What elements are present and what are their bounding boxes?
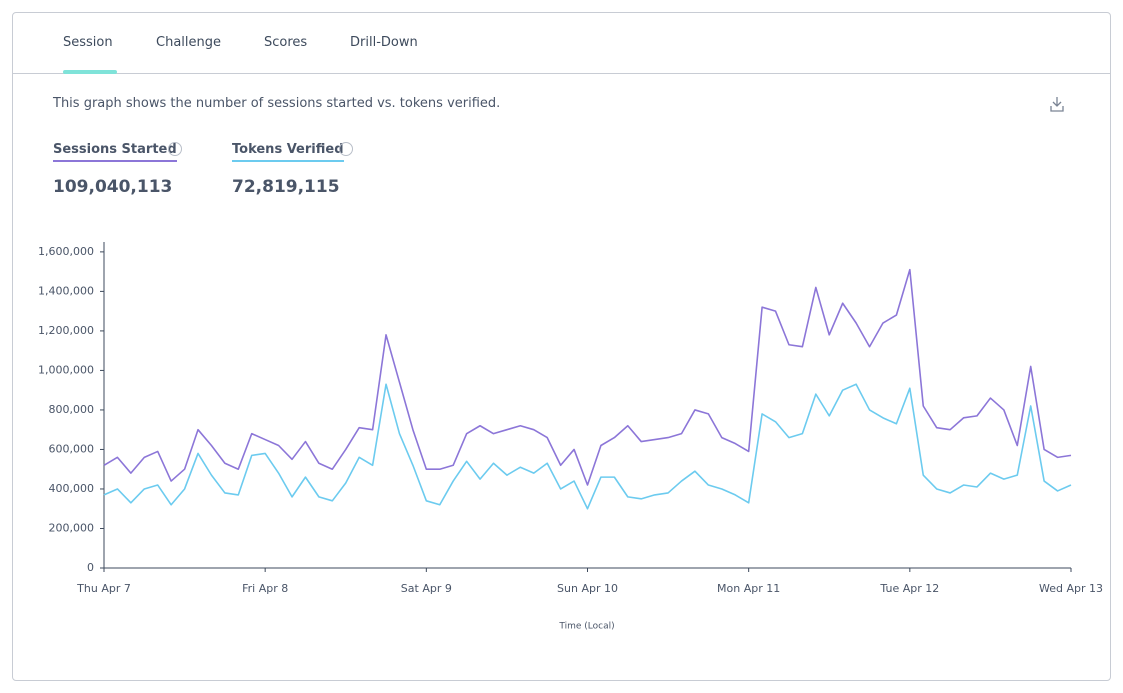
y-tick-label: 1,600,000	[38, 245, 94, 258]
y-tick-label: 600,000	[49, 442, 95, 455]
x-tick-label: Wed Apr 13	[1039, 582, 1103, 595]
x-tick-label: Fri Apr 8	[242, 582, 288, 595]
y-tick-label: 400,000	[49, 482, 95, 495]
y-tick-label: 0	[87, 561, 94, 574]
y-tick-label: 200,000	[49, 521, 95, 534]
x-tick-label: Thu Apr 7	[76, 582, 131, 595]
series-line	[104, 384, 1071, 508]
y-tick-label: 1,400,000	[38, 284, 94, 297]
y-tick-label: 1,200,000	[38, 324, 94, 337]
x-tick-label: Mon Apr 11	[717, 582, 780, 595]
x-tick-label: Sat Apr 9	[401, 582, 452, 595]
y-tick-label: 800,000	[49, 403, 95, 416]
x-tick-label: Tue Apr 12	[879, 582, 939, 595]
y-tick-label: 1,000,000	[38, 363, 94, 376]
x-axis-label: Time (Local)	[558, 622, 614, 632]
series-line	[104, 270, 1071, 485]
x-tick-label: Sun Apr 10	[557, 582, 618, 595]
